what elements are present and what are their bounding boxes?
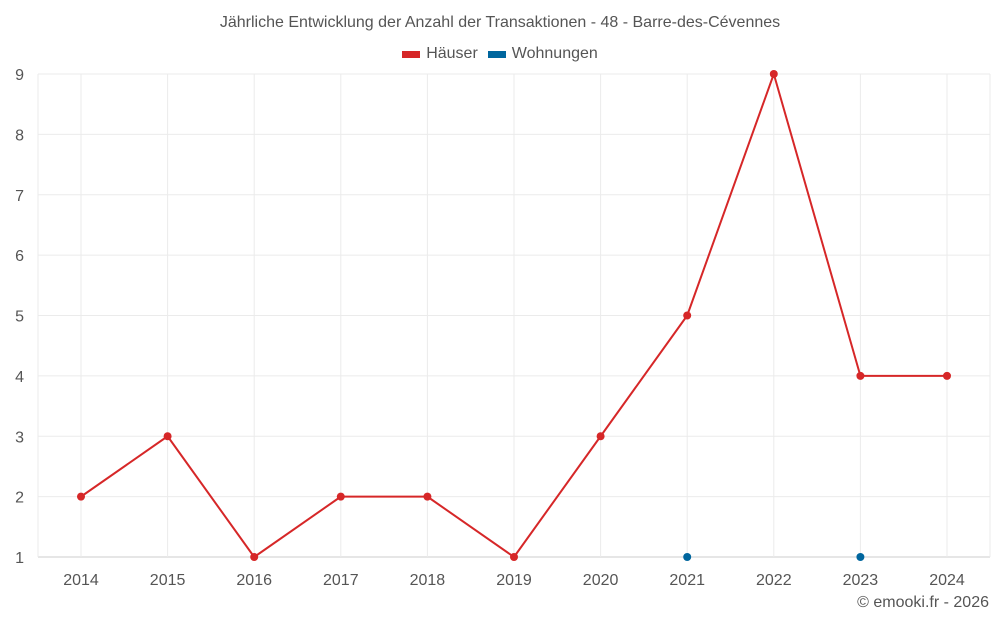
data-point[interactable] (856, 371, 865, 380)
x-tick-label: 2014 (63, 572, 99, 589)
data-point[interactable] (250, 553, 259, 561)
x-tick-label: 2019 (496, 572, 532, 589)
legend-swatch-wohnungen (487, 50, 506, 58)
x-tick-label: 2023 (843, 572, 879, 589)
data-point[interactable] (683, 311, 692, 320)
data-point[interactable] (163, 432, 172, 441)
data-point[interactable] (943, 371, 951, 380)
legend-item-haeuser[interactable]: Häuser (402, 45, 478, 63)
y-tick-label: 8 (15, 127, 24, 144)
y-tick-label: 3 (15, 429, 24, 446)
x-axis-ticks: 2014 2015 2016 2017 2018 2019 2020 2021 2022 2023… (63, 572, 965, 589)
chart-title: Jährliche Entwicklung der Anzahl der Tra… (219, 14, 781, 31)
legend-label-wohnungen: Wohnungen (511, 45, 598, 62)
x-tick-label: 2017 (323, 572, 359, 589)
y-tick-label: 4 (15, 369, 24, 386)
y-tick-label: 9 (15, 67, 24, 84)
x-tick-label: 2021 (669, 572, 705, 589)
x-tick-label: 2016 (236, 572, 272, 589)
y-tick-label: 6 (15, 248, 24, 265)
y-tick-label: 7 (15, 188, 24, 205)
legend-swatch-haeuser (402, 50, 421, 58)
x-tick-label: 2022 (756, 572, 792, 589)
data-point[interactable] (510, 553, 518, 561)
x-tick-label: 2015 (150, 572, 186, 589)
data-point[interactable] (423, 492, 432, 501)
legend-item-wohnungen[interactable]: Wohnungen (487, 45, 598, 63)
x-tick-label: 2020 (583, 572, 619, 589)
data-point[interactable] (683, 553, 692, 561)
y-axis-ticks: 1 2 3 4 5 6 7 8 9 (15, 67, 24, 567)
data-point[interactable] (596, 432, 605, 441)
chart-legend: Häuser Wohnungen (0, 45, 1000, 63)
grid-lines (37, 73, 991, 558)
x-tick-label: 2024 (929, 572, 965, 589)
data-point[interactable] (77, 492, 85, 501)
data-point[interactable] (336, 492, 345, 501)
y-tick-label: 1 (15, 550, 24, 567)
credit-text: © emooki.fr - 2026 (857, 594, 989, 611)
data-point[interactable] (856, 553, 865, 561)
y-tick-label: 2 (15, 490, 24, 507)
legend-label-haeuser: Häuser (426, 45, 478, 62)
data-point[interactable] (769, 70, 778, 78)
x-tick-label: 2018 (410, 572, 446, 589)
series-layer (77, 70, 951, 561)
y-tick-label: 5 (15, 309, 24, 326)
